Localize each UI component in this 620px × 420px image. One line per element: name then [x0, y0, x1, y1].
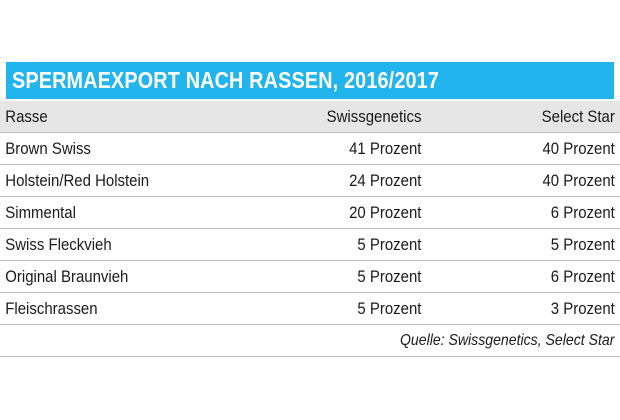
- cell-swissgenetics: 24 Prozent: [349, 170, 422, 190]
- cell-swissgenetics: 20 Prozent: [349, 202, 422, 222]
- cell-select-star: 40 Prozent: [542, 138, 615, 158]
- table-row: Original Braunvieh 5 Prozent 6 Prozent: [0, 261, 620, 293]
- data-table: SPERMAEXPORT NACH RASSEN, 2016/2017 Rass…: [0, 62, 620, 357]
- table-title: SPERMAEXPORT NACH RASSEN, 2016/2017: [12, 67, 440, 93]
- cell-rasse: Original Braunvieh: [5, 266, 129, 286]
- cell-select-star: 6 Prozent: [550, 202, 615, 222]
- table-row: Simmental 20 Prozent 6 Prozent: [0, 197, 620, 229]
- header-rasse: Rasse: [5, 106, 48, 126]
- cell-select-star: 5 Prozent: [550, 234, 615, 254]
- cell-rasse: Holstein/Red Holstein: [5, 170, 150, 190]
- header-select-star: Select Star: [541, 106, 615, 126]
- table-row: Holstein/Red Holstein 24 Prozent 40 Prozen…: [0, 165, 620, 197]
- cell-rasse: Brown Swiss: [5, 138, 91, 158]
- table-row: Swiss Fleckvieh 5 Prozent 5 Prozent: [0, 229, 620, 261]
- source-note: Quelle: Swissgenetics, Select Star: [400, 331, 615, 349]
- table-row: Brown Swiss 41 Prozent 40 Prozent: [0, 133, 620, 165]
- cell-select-star: 40 Prozent: [542, 170, 615, 190]
- cell-swissgenetics: 5 Prozent: [357, 266, 422, 286]
- title-bar: SPERMAEXPORT NACH RASSEN, 2016/2017: [6, 62, 614, 99]
- cell-select-star: 6 Prozent: [550, 266, 615, 286]
- source-row: Quelle: Swissgenetics, Select Star: [0, 325, 620, 357]
- table-header-row: Rasse Swissgenetics Select Star: [0, 99, 620, 133]
- cell-swissgenetics: 5 Prozent: [357, 234, 422, 254]
- cell-rasse: Fleischrassen: [5, 298, 98, 318]
- cell-swissgenetics: 41 Prozent: [349, 138, 422, 158]
- cell-swissgenetics: 5 Prozent: [357, 298, 422, 318]
- table-row: Fleischrassen 5 Prozent 3 Prozent: [0, 293, 620, 325]
- header-swissgenetics: Swissgenetics: [327, 106, 422, 126]
- table-body: Brown Swiss 41 Prozent 40 Prozent Holstein/…: [0, 133, 620, 325]
- cell-rasse: Swiss Fleckvieh: [5, 234, 112, 254]
- cell-select-star: 3 Prozent: [550, 298, 615, 318]
- cell-rasse: Simmental: [5, 202, 76, 222]
